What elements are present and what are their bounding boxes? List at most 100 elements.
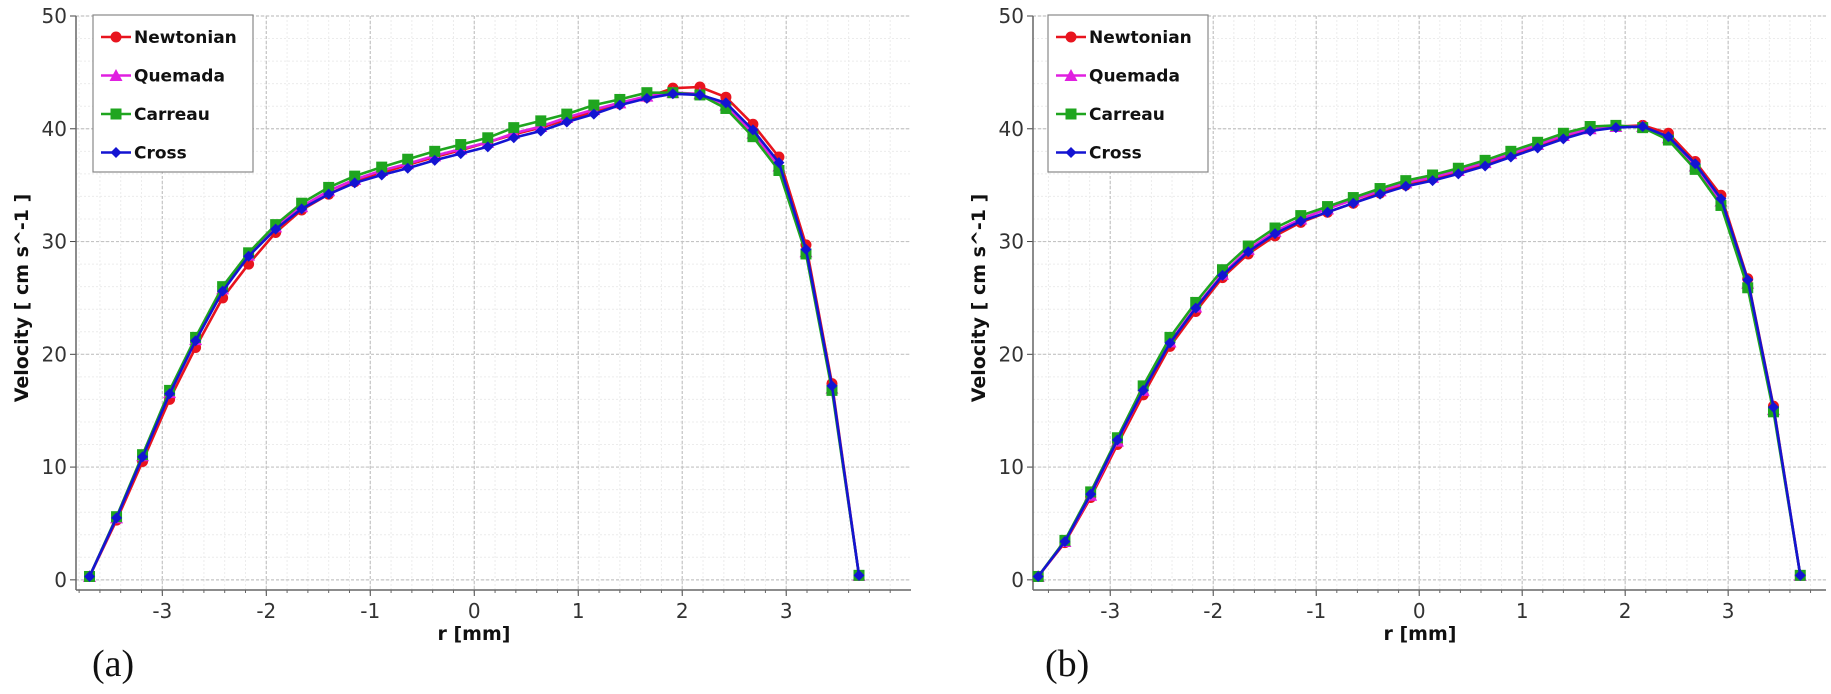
marker-diamond bbox=[296, 203, 308, 215]
marker-diamond bbox=[800, 243, 812, 255]
marker-diamond bbox=[694, 89, 706, 101]
grid bbox=[76, 15, 911, 590]
marker-square bbox=[1322, 201, 1334, 213]
marker-diamond bbox=[1794, 569, 1806, 581]
marker-square bbox=[1532, 136, 1544, 148]
legend-label: Cross bbox=[134, 144, 187, 164]
marker-diamond bbox=[1637, 121, 1649, 133]
marker-square bbox=[1164, 331, 1176, 343]
legend-label: Carreau bbox=[134, 105, 210, 125]
legend-label: Newtonian bbox=[134, 28, 237, 48]
marker-diamond bbox=[402, 162, 414, 174]
marker-diamond bbox=[137, 451, 149, 463]
marker-diamond bbox=[1085, 488, 1097, 500]
marker-diamond bbox=[84, 570, 96, 582]
marker-diamond bbox=[1269, 228, 1281, 240]
marker-square bbox=[720, 102, 732, 114]
marker-square bbox=[1065, 108, 1077, 120]
y-tick-label: 20 bbox=[999, 342, 1024, 366]
legend-item: Cross bbox=[101, 144, 187, 164]
marker-square bbox=[773, 164, 785, 176]
marker-diamond bbox=[1767, 401, 1779, 413]
marker-diamond bbox=[1742, 274, 1754, 286]
marker-square bbox=[482, 132, 494, 144]
legend-label: Cross bbox=[1089, 144, 1142, 164]
marker-diamond bbox=[641, 92, 653, 104]
y-tick-label: 20 bbox=[42, 342, 67, 366]
marker-square bbox=[1505, 145, 1517, 157]
marker-diamond bbox=[588, 108, 600, 120]
marker-diamond bbox=[747, 124, 759, 136]
marker-diamond bbox=[1295, 215, 1307, 227]
marker-square bbox=[1715, 199, 1727, 211]
marker-circle bbox=[720, 91, 732, 103]
marker-diamond bbox=[1032, 570, 1044, 582]
marker-square bbox=[1479, 154, 1491, 166]
marker-diamond bbox=[323, 188, 335, 200]
marker-square bbox=[1374, 183, 1386, 195]
marker-diamond bbox=[720, 97, 732, 109]
marker-diamond bbox=[1584, 125, 1596, 137]
marker-square bbox=[508, 122, 520, 134]
marker-diamond bbox=[217, 285, 229, 297]
x-tick-label: 2 bbox=[676, 599, 689, 623]
marker-diamond bbox=[1557, 133, 1569, 145]
y-tick-label: 0 bbox=[1011, 568, 1024, 592]
marker-square bbox=[614, 93, 626, 105]
x-tick-label: 0 bbox=[468, 599, 481, 623]
panel-label: (b) bbox=[1045, 643, 1089, 685]
marker-square bbox=[455, 139, 467, 151]
marker-diamond bbox=[164, 388, 176, 400]
marker-square bbox=[588, 99, 600, 111]
y-tick-label: 10 bbox=[999, 455, 1024, 479]
marker-square bbox=[1742, 282, 1754, 294]
marker-diamond bbox=[1322, 206, 1334, 218]
y-tick-label: 10 bbox=[42, 455, 67, 479]
marker-triangle bbox=[1064, 69, 1078, 81]
panel-label: (a) bbox=[92, 643, 134, 685]
marker-diamond bbox=[1065, 147, 1077, 158]
x-tick-label: 1 bbox=[572, 599, 585, 623]
marker-square bbox=[1242, 240, 1254, 252]
legend-item: Newtonian bbox=[1056, 28, 1192, 48]
marker-diamond bbox=[1216, 269, 1228, 281]
legend-item: Newtonian bbox=[101, 28, 237, 48]
marker-square bbox=[429, 145, 441, 157]
marker-circle bbox=[110, 31, 122, 43]
marker-square bbox=[1452, 162, 1464, 174]
marker-square bbox=[535, 115, 547, 127]
y-tick-label: 30 bbox=[42, 230, 67, 254]
x-tick-label: 0 bbox=[1413, 599, 1426, 623]
marker-square bbox=[402, 153, 414, 165]
y-tick-label: 0 bbox=[54, 568, 67, 592]
marker-diamond bbox=[1059, 536, 1071, 548]
marker-square bbox=[1557, 127, 1569, 139]
legend-label: Newtonian bbox=[1089, 28, 1192, 48]
marker-diamond bbox=[270, 223, 282, 235]
series-line bbox=[1037, 125, 1802, 578]
marker-square bbox=[561, 108, 573, 120]
legend-item: Cross bbox=[1056, 144, 1142, 164]
marker-diamond bbox=[190, 335, 202, 347]
x-axis-title: r [mm] bbox=[1384, 623, 1457, 645]
legend-item: Carreau bbox=[1056, 105, 1165, 125]
marker-diamond bbox=[1505, 151, 1517, 163]
marker-square bbox=[323, 181, 335, 193]
marker-diamond bbox=[1190, 302, 1202, 314]
marker-diamond bbox=[110, 147, 122, 158]
marker-diamond bbox=[1137, 384, 1149, 396]
marker-diamond bbox=[535, 125, 547, 137]
chart-panel-b: Velocity [ cm s^-1 ] r [mm] (b) -3 -2 -1 0 1… bbox=[968, 4, 1826, 685]
marker-square bbox=[110, 108, 122, 120]
series-line bbox=[88, 92, 861, 578]
marker-diamond bbox=[667, 88, 679, 100]
marker-triangle bbox=[109, 69, 123, 81]
marker-diamond bbox=[455, 148, 467, 160]
marker-square bbox=[1295, 210, 1307, 222]
legend-box bbox=[92, 14, 254, 173]
x-tick-label: -1 bbox=[1306, 599, 1326, 623]
y-tick-label: 30 bbox=[999, 230, 1024, 254]
marker-diamond bbox=[1532, 142, 1544, 154]
marker-diamond bbox=[243, 250, 255, 262]
marker-square bbox=[1216, 264, 1228, 276]
